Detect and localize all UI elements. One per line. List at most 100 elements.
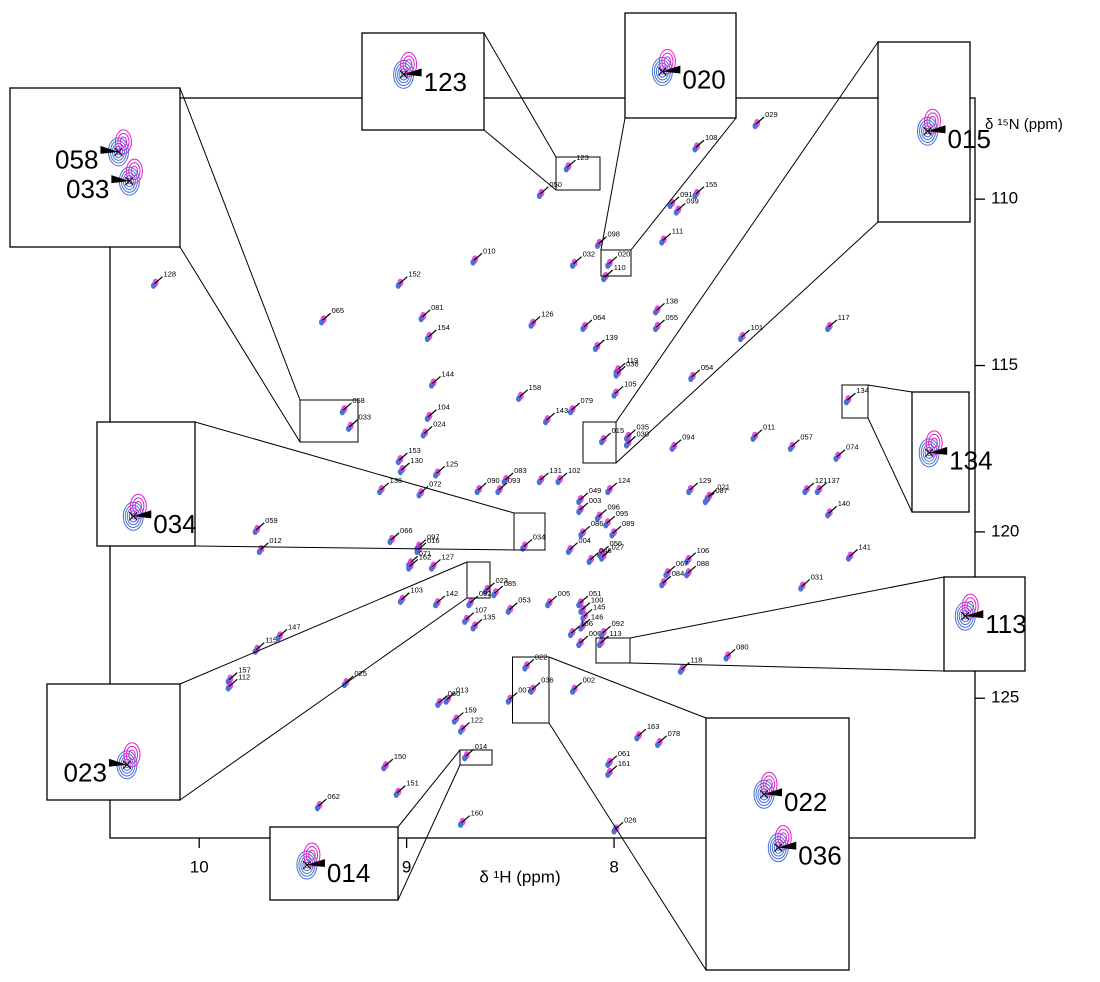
peak-label: 122	[471, 716, 484, 725]
peak-label: 124	[618, 476, 631, 485]
inset-contour-shift	[129, 493, 147, 519]
label-leader	[539, 186, 549, 195]
peak-label: 131	[549, 466, 562, 475]
inset-leader	[778, 841, 797, 850]
inset-box	[269, 826, 399, 901]
inset-cross	[773, 843, 783, 853]
inset-cross	[302, 860, 312, 870]
label-leader	[608, 755, 618, 764]
peak	[395, 458, 401, 466]
zoom-connector	[179, 561, 468, 685]
label-leader	[608, 482, 618, 491]
peak	[692, 146, 698, 153]
peak-label: 004	[578, 536, 591, 545]
peak	[586, 558, 592, 566]
peak-label: 134	[856, 386, 869, 395]
x-tick-label: 8	[609, 857, 618, 876]
peak	[466, 601, 472, 609]
label-leader	[427, 329, 437, 338]
peak-label: 095	[616, 509, 629, 518]
peak-label: 103	[410, 586, 423, 595]
inset-contour-shift	[117, 132, 130, 151]
peak-label: 139	[605, 333, 618, 342]
peak	[594, 515, 601, 522]
peak-label: 101	[751, 323, 764, 332]
peak	[692, 192, 698, 200]
peak-label: 067	[676, 559, 689, 568]
peak	[787, 445, 793, 452]
peak-label: 027	[612, 542, 625, 551]
inset-contour-shift	[774, 825, 792, 851]
peak-label: 105	[624, 379, 637, 388]
peak	[397, 468, 404, 476]
peak-label: 100	[591, 596, 604, 605]
label-leader	[589, 552, 599, 561]
label-leader	[612, 525, 622, 534]
peak-label: 065	[332, 306, 345, 315]
peak	[659, 239, 665, 246]
inset-cross	[960, 611, 970, 621]
label-leader	[708, 489, 717, 498]
peak	[505, 608, 511, 615]
peak-label: 136	[390, 476, 403, 485]
peak-label: 156	[581, 619, 594, 628]
label-leader	[259, 542, 269, 551]
peak	[451, 718, 457, 725]
peak-label: 146	[591, 612, 604, 621]
label-leader	[508, 602, 518, 611]
peak	[611, 392, 617, 399]
peak	[605, 262, 611, 269]
peak-label: 108	[705, 133, 718, 142]
label-leader	[228, 672, 238, 681]
label-leader	[573, 682, 582, 691]
label-leader	[600, 635, 609, 644]
peak-label: 074	[846, 443, 859, 452]
peak	[569, 262, 576, 269]
label-leader	[608, 256, 618, 265]
label-leader	[531, 316, 541, 325]
peak	[576, 508, 582, 516]
peak	[395, 282, 401, 289]
peak	[750, 435, 756, 442]
inset-label: 058	[55, 145, 98, 175]
peak	[605, 771, 611, 778]
label-leader	[446, 692, 456, 701]
zoom-connector	[548, 656, 707, 719]
inset-contour-shift	[658, 48, 676, 74]
label-leader	[384, 758, 394, 767]
inset-leader	[108, 758, 127, 767]
peak-label: 092	[612, 619, 625, 628]
label-leader	[849, 549, 858, 557]
peak-label: 144	[442, 369, 455, 378]
label-leader	[436, 465, 446, 474]
label-leader	[579, 635, 589, 644]
label-leader	[817, 482, 827, 491]
label-leader	[421, 309, 431, 318]
peak	[605, 488, 611, 496]
peak	[609, 532, 615, 539]
peak-label: 030	[637, 429, 650, 438]
zoom-region	[459, 749, 493, 766]
label-leader	[473, 618, 483, 627]
label-leader	[790, 439, 800, 448]
label-leader	[662, 575, 672, 584]
zoom-connector	[615, 41, 879, 423]
peak	[433, 601, 439, 609]
inset-box	[46, 683, 181, 801]
inset-cross	[125, 176, 134, 186]
peak-label: 012	[269, 536, 282, 545]
peak-label: 081	[431, 303, 444, 312]
peak-label: 061	[618, 749, 631, 758]
zoom-connector	[397, 749, 461, 828]
label-leader	[828, 319, 838, 328]
peak	[474, 488, 480, 496]
inset-contour-shift	[779, 832, 787, 843]
inset-box	[9, 87, 181, 248]
label-leader	[600, 545, 609, 554]
peak-label: 094	[682, 433, 695, 442]
peak-label: 104	[437, 403, 450, 412]
inset-cross	[114, 147, 123, 157]
peak-label: 107	[475, 606, 488, 615]
peak-label: 158	[529, 383, 542, 392]
inset-box	[624, 12, 737, 119]
